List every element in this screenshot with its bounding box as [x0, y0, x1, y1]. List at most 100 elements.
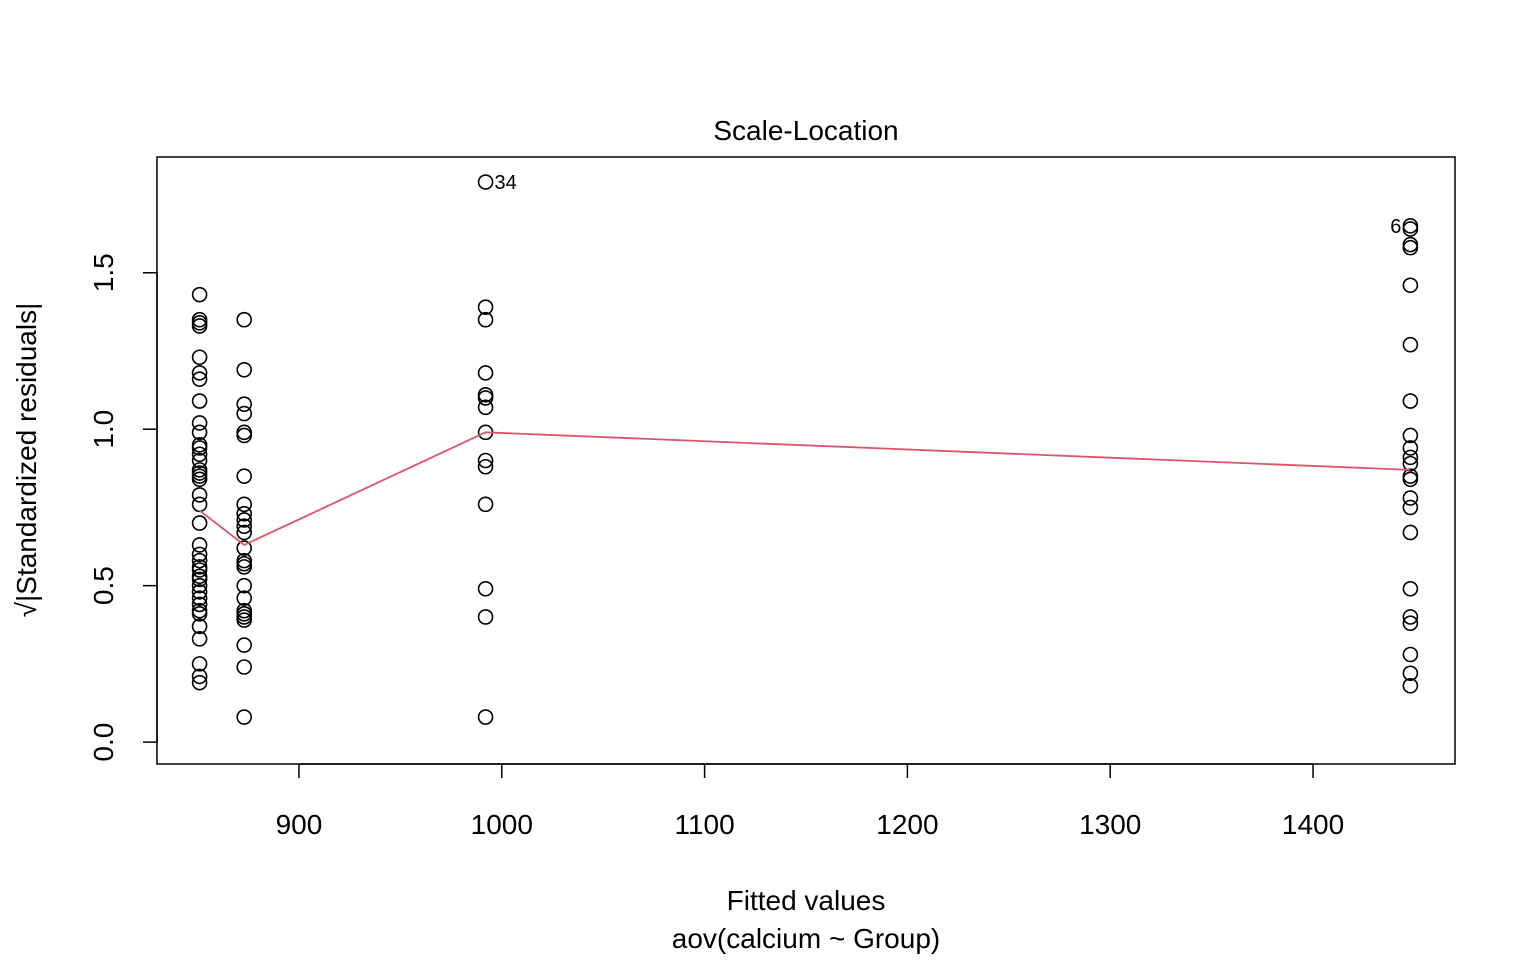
- data-point: [1402, 665, 1419, 682]
- smooth-line: [199, 431, 1411, 547]
- data-point: [236, 311, 253, 328]
- data-point: [236, 540, 253, 556]
- data-point: [191, 631, 208, 647]
- data-point: [191, 596, 208, 613]
- data-point: [191, 618, 208, 635]
- data-point: [191, 584, 208, 600]
- data-point: [236, 396, 253, 412]
- data-point: [1402, 609, 1419, 625]
- smooth-line-layer: [199, 431, 1411, 547]
- data-point: [191, 537, 208, 553]
- data-point: [191, 315, 208, 331]
- data-point: [1402, 427, 1419, 444]
- data-point: [1402, 646, 1419, 663]
- chart-title: Scale-Location: [713, 115, 898, 146]
- data-point: [1402, 218, 1419, 234]
- data-point: [236, 555, 253, 572]
- data-point: [191, 590, 208, 606]
- data-point: [191, 471, 208, 488]
- data-point: [191, 371, 208, 387]
- data-point: [191, 606, 208, 622]
- data-point: [236, 424, 253, 441]
- data-point: [236, 512, 253, 528]
- data-point: [191, 577, 208, 594]
- data-point: [1402, 236, 1419, 253]
- data-point: [477, 365, 494, 381]
- data-point: [191, 440, 208, 456]
- data-point: [477, 458, 494, 475]
- y-tick-label: 0.5: [88, 566, 119, 605]
- x-axis-title: Fitted values: [727, 885, 886, 916]
- data-point: [236, 612, 253, 628]
- x-axis: 900 1000 1100 1200 1300 1400: [276, 763, 1344, 840]
- data-point: [236, 524, 253, 541]
- point-annotation: 6: [1390, 216, 1401, 238]
- y-tick-label: 0.0: [88, 723, 119, 762]
- data-point: [236, 559, 253, 575]
- data-point: [1402, 471, 1419, 488]
- data-point: [191, 452, 208, 469]
- data-point: [477, 496, 494, 513]
- data-point: [1402, 490, 1419, 506]
- data-point: [191, 668, 208, 685]
- data-point: [191, 674, 208, 691]
- data-point: [191, 571, 208, 588]
- data-points: [191, 174, 1419, 725]
- data-point: [477, 709, 494, 725]
- data-point: [1402, 440, 1419, 456]
- plot-frame: [156, 156, 1456, 765]
- data-point: [236, 361, 253, 378]
- data-point: [477, 311, 494, 328]
- data-point: [1402, 499, 1419, 516]
- data-point: [477, 390, 494, 406]
- data-point: [191, 562, 208, 578]
- x-tick-label: 1200: [876, 809, 938, 840]
- data-point: [1402, 393, 1419, 409]
- y-tick-label: 1.0: [88, 410, 119, 449]
- y-tick-label: 1.5: [88, 253, 119, 292]
- x-tick-label: 1100: [674, 809, 734, 840]
- x-tick-label: 1000: [471, 809, 533, 840]
- x-axis-subtitle: aov(calcium ~ Group): [672, 923, 940, 954]
- x-tick-label: 1300: [1079, 809, 1141, 840]
- data-point: [236, 496, 253, 513]
- data-point: [191, 393, 208, 409]
- data-point: [236, 427, 253, 444]
- data-point: [477, 580, 494, 597]
- data-point: [236, 637, 253, 653]
- x-tick-label: 900: [276, 809, 323, 840]
- data-point: [191, 656, 208, 672]
- y-axis: 0.0 0.5 1.0 1.5: [88, 253, 158, 762]
- data-point: [1402, 336, 1419, 353]
- data-point: [191, 487, 208, 503]
- point-annotations: 34 6: [495, 172, 1402, 238]
- y-axis-title: √|Standardized residuals|: [11, 303, 42, 618]
- data-point: [477, 174, 494, 190]
- data-point: [191, 446, 208, 463]
- point-annotation: 34: [495, 172, 517, 194]
- data-point: [236, 518, 253, 535]
- data-point: [191, 415, 208, 431]
- data-point: [1402, 455, 1419, 472]
- data-point: [1402, 580, 1419, 597]
- data-point: [1402, 524, 1419, 541]
- data-point: [191, 286, 208, 303]
- data-point: [1402, 277, 1419, 294]
- data-point: [236, 577, 253, 594]
- data-point: [477, 609, 494, 625]
- data-point: [477, 399, 494, 416]
- data-point: [1402, 449, 1419, 466]
- data-point: [191, 349, 208, 366]
- data-point: [236, 709, 253, 725]
- data-point: [191, 546, 208, 563]
- data-point: [236, 505, 253, 522]
- data-point: [1402, 221, 1419, 237]
- data-point: [236, 659, 253, 675]
- data-point: [1402, 615, 1419, 632]
- data-point: [1402, 677, 1419, 694]
- data-point: [191, 365, 208, 381]
- data-point: [191, 318, 208, 334]
- data-point: [191, 552, 208, 569]
- data-point: [191, 515, 208, 531]
